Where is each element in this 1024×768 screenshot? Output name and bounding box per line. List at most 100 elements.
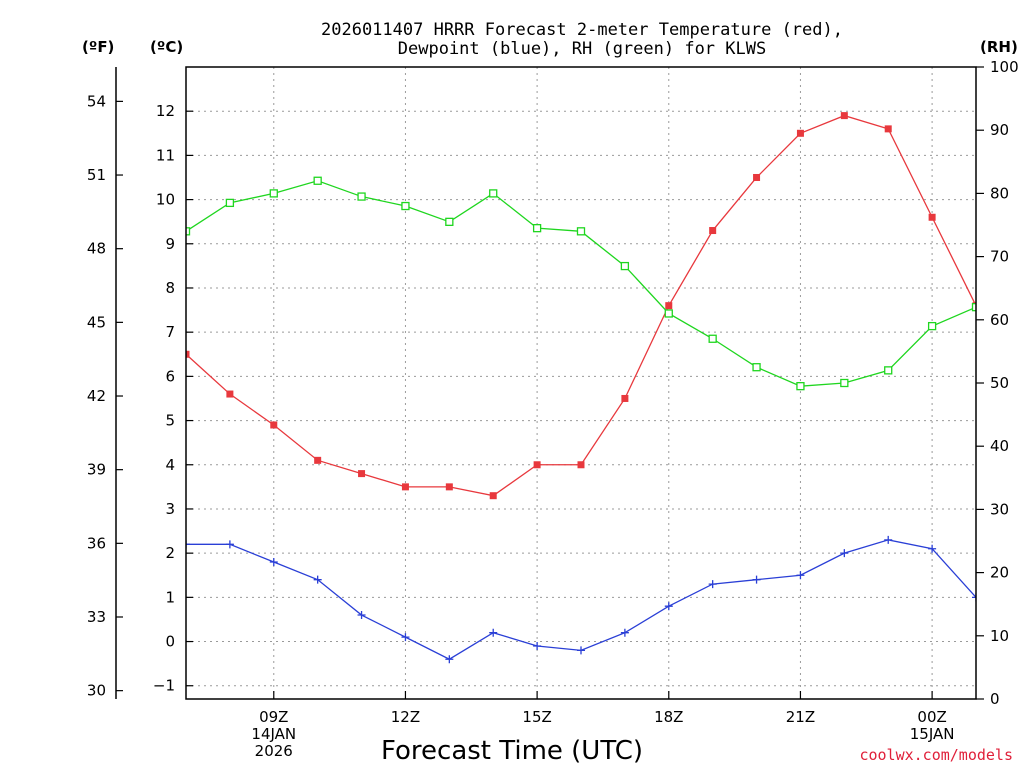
rh-tick-label-20: 20 bbox=[990, 564, 1009, 582]
credit-text: coolwx.com/models bbox=[859, 746, 1013, 764]
series-layer bbox=[186, 112, 976, 664]
rh-point-8 bbox=[225, 198, 235, 208]
rh-point-10 bbox=[313, 176, 322, 185]
rh-unit-label: (RH) bbox=[980, 38, 1018, 56]
x-tick-label-21-0: 21Z bbox=[786, 708, 815, 726]
dewpoint-point-19 bbox=[708, 580, 717, 589]
celsius-tick-label-0: 0 bbox=[165, 633, 175, 651]
dewpoint-line bbox=[186, 539, 976, 660]
temperature-point-10 bbox=[314, 456, 322, 464]
rh-line bbox=[186, 180, 976, 387]
rh-point-25 bbox=[971, 303, 976, 312]
chart-title-line-2: Dewpoint (blue), RH (green) for KLWS bbox=[398, 39, 766, 59]
temperature-point-15 bbox=[533, 461, 541, 469]
temperature-point-23 bbox=[884, 125, 892, 133]
rh-point-15 bbox=[532, 224, 542, 233]
rh-point-13 bbox=[445, 217, 454, 226]
dewpoint-point-20 bbox=[752, 575, 761, 584]
temperature-point-22 bbox=[840, 112, 848, 120]
x-tick-label-12-0: 12Z bbox=[391, 708, 420, 726]
temperature-point-18 bbox=[665, 302, 673, 310]
temperature-point-8 bbox=[226, 390, 234, 398]
fahrenheit-axis: 30 33 36 39 42 45 48 51 54 bbox=[87, 67, 123, 700]
rh-tick-label-90: 90 bbox=[990, 121, 1009, 139]
temperature-point-24 bbox=[928, 213, 936, 221]
dewpoint-point-23 bbox=[884, 535, 893, 544]
rh-tick-label-10: 10 bbox=[990, 627, 1009, 645]
x-tick-label-24-0: 00Z bbox=[917, 708, 946, 726]
rh-tick-label-30: 30 bbox=[990, 500, 1009, 518]
fahrenheit-tick-label-30: 30 bbox=[87, 682, 106, 700]
rh-point-14 bbox=[489, 189, 498, 198]
rh-tick-label-100: 100 bbox=[990, 58, 1019, 76]
dewpoint-point-10 bbox=[313, 575, 322, 584]
celsius-tick-label-7: 7 bbox=[165, 323, 175, 341]
dewpoint-point-15 bbox=[533, 641, 542, 650]
chart-title-line-1: 2026011407 HRRR Forecast 2-meter Tempera… bbox=[321, 20, 843, 40]
rh-point-18 bbox=[664, 309, 673, 318]
celsius-tick-label-11: 11 bbox=[156, 146, 175, 164]
plot-frame bbox=[185, 66, 977, 700]
temperature-point-12 bbox=[401, 483, 409, 491]
celsius-unit-label: (ºC) bbox=[150, 38, 183, 56]
grid-lines bbox=[186, 67, 976, 699]
fahrenheit-tick-label-51: 51 bbox=[87, 166, 106, 184]
temperature-point-11 bbox=[358, 470, 366, 478]
dewpoint-point-13 bbox=[445, 655, 454, 664]
series-rh bbox=[186, 176, 976, 391]
dewpoint-point-11 bbox=[357, 611, 366, 620]
rh-tick-label-50: 50 bbox=[990, 374, 1009, 392]
celsius-tick-label-9: 9 bbox=[165, 235, 175, 253]
fahrenheit-tick-label-54: 54 bbox=[87, 92, 106, 110]
x-tick-label-18-0: 18Z bbox=[654, 708, 683, 726]
series-temperature bbox=[186, 112, 976, 500]
x-tick-label-15-0: 15Z bbox=[522, 708, 551, 726]
celsius-tick-label-6: 6 bbox=[165, 367, 175, 385]
temperature-point-14 bbox=[489, 492, 497, 500]
fahrenheit-tick-label-42: 42 bbox=[87, 387, 106, 405]
fahrenheit-tick-label-33: 33 bbox=[87, 608, 106, 626]
celsius-tick-label-2: 2 bbox=[165, 544, 175, 562]
celsius-tick-label-3: 3 bbox=[165, 500, 175, 518]
x-tick-label-9-0: 09Z bbox=[259, 708, 288, 726]
fahrenheit-tick-label-45: 45 bbox=[87, 313, 106, 331]
dewpoint-point-22 bbox=[840, 549, 849, 558]
dewpoint-point-25 bbox=[972, 593, 976, 602]
celsius-tick-label-5: 5 bbox=[165, 412, 175, 430]
rh-tick-label-40: 40 bbox=[990, 437, 1009, 455]
dewpoint-point-16 bbox=[577, 646, 585, 655]
rh-point-24 bbox=[927, 321, 937, 331]
celsius-tick-label-12: 12 bbox=[156, 102, 175, 120]
temperature-point-16 bbox=[577, 461, 585, 469]
temperature-point-9 bbox=[270, 421, 278, 429]
rh-point-20 bbox=[752, 363, 761, 372]
rh-point-23 bbox=[884, 366, 893, 375]
dewpoint-point-8 bbox=[225, 540, 234, 549]
rh-point-22 bbox=[840, 378, 849, 388]
chart-title: 2026011407 HRRR Forecast 2-meter Tempera… bbox=[321, 20, 843, 59]
fahrenheit-tick-label-39: 39 bbox=[87, 461, 106, 479]
temperature-point-20 bbox=[753, 173, 761, 181]
temperature-point-17 bbox=[621, 394, 629, 402]
temperature-point-19 bbox=[709, 227, 717, 235]
rh-point-21 bbox=[796, 382, 805, 391]
temperature-line bbox=[186, 114, 976, 497]
temperature-point-21 bbox=[796, 129, 804, 137]
celsius-tick-label-8: 8 bbox=[165, 279, 175, 297]
rh-tick-label-70: 70 bbox=[990, 248, 1009, 266]
celsius-tick-label-1: 1 bbox=[165, 588, 175, 606]
rh-point-7 bbox=[186, 227, 191, 236]
dewpoint-point-12 bbox=[401, 633, 410, 642]
rh-axis: 0 10 20 30 40 50 60 70 80 90 100 bbox=[976, 58, 1019, 708]
dewpoint-point-14 bbox=[489, 628, 498, 637]
temperature-point-13 bbox=[445, 483, 453, 491]
rh-tick-label-80: 80 bbox=[990, 184, 1009, 202]
rh-point-16 bbox=[576, 227, 586, 236]
dewpoint-point-17 bbox=[620, 628, 629, 637]
rh-point-17 bbox=[620, 261, 630, 271]
dewpoint-point-24 bbox=[928, 544, 937, 553]
dewpoint-point-7 bbox=[186, 540, 190, 549]
